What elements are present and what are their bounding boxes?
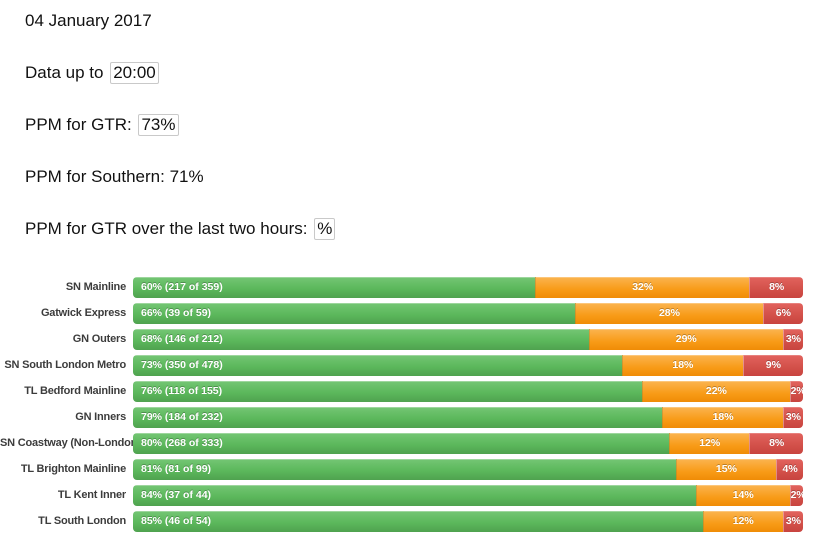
ppm-gtr-label: PPM for GTR: bbox=[25, 115, 132, 134]
chart-row: GN Outers 68% (146 of 212) 29% 3% bbox=[0, 326, 830, 352]
ppm-bar: 60% (217 of 359) 32% 8% bbox=[133, 276, 803, 298]
ppm-segment-orange: 29% bbox=[588, 328, 783, 350]
route-label: Gatwick Express bbox=[40, 307, 126, 319]
ppm-segment-red: 6% bbox=[762, 302, 803, 324]
ppm-bar: 81% (81 of 99) 15% 4% bbox=[133, 458, 803, 480]
ppm-segment-green: 73% (350 of 478) bbox=[133, 354, 623, 376]
ppm-segment-orange: 15% bbox=[675, 458, 777, 480]
ppm-segment-red: 2% bbox=[789, 484, 803, 506]
ppm-segment-orange: 18% bbox=[662, 406, 783, 428]
ppm-segment-green: 84% (37 of 44) bbox=[133, 484, 696, 506]
ppm-segment-orange: 12% bbox=[669, 432, 750, 454]
chart-row: Gatwick Express 66% (39 of 59) 28% 6% bbox=[0, 300, 830, 326]
ppm-segment-green: 68% (146 of 212) bbox=[133, 328, 589, 350]
ppm-segment-red: 3% bbox=[782, 328, 803, 350]
route-label: SN South London Metro bbox=[4, 359, 126, 371]
ppm-segment-red: 8% bbox=[749, 276, 803, 298]
ppm-bar: 73% (350 of 478) 18% 9% bbox=[133, 354, 803, 376]
ppm-segment-red: 4% bbox=[776, 458, 803, 480]
ppm-segment-red: 3% bbox=[782, 510, 803, 532]
data-up-to-label: Data up to bbox=[25, 63, 104, 82]
chart-row: SN Mainline 60% (217 of 359) 32% 8% bbox=[0, 274, 830, 300]
route-label: TL Kent Inner bbox=[57, 489, 126, 501]
ppm-segment-green: 80% (268 of 333) bbox=[133, 432, 669, 454]
ppm-stacked-bar-chart: SN Mainline 60% (217 of 359) 32% 8% Gatwick … bbox=[0, 274, 830, 534]
chart-row: TL Brighton Mainline 81% (81 of 99) 15% 4% bbox=[0, 456, 830, 482]
route-label: SN Coastway (Non-London) bbox=[0, 437, 141, 449]
ppm-segment-orange: 22% bbox=[642, 380, 790, 402]
route-label: GN Outers bbox=[72, 333, 126, 345]
chart-row: TL Bedford Mainline 76% (118 of 155)22%2% bbox=[0, 378, 830, 404]
ppm-two-hours-field[interactable]: % bbox=[314, 218, 336, 240]
ppm-bar: 79% (184 of 232) 18% 3% bbox=[133, 406, 803, 428]
data-up-to-field[interactable]: 20:00 bbox=[110, 62, 159, 84]
ppm-bar: 68% (146 of 212) 29% 3% bbox=[133, 328, 803, 350]
ppm-segment-orange: 32% bbox=[535, 276, 750, 298]
chart-row: TL South London 85% (46 of 54) 12% 3% bbox=[0, 508, 830, 534]
route-label: TL South London bbox=[38, 515, 126, 527]
ppm-segment-orange: 14% bbox=[695, 484, 790, 506]
ppm-bar: 84% (37 of 44)14%2% bbox=[133, 484, 803, 506]
ppm-segment-red: 2% bbox=[789, 380, 803, 402]
data-up-to-line: Data up to 20:00 bbox=[25, 62, 830, 84]
ppm-segment-green: 85% (46 of 54) bbox=[133, 510, 703, 532]
ppm-segment-red: 8% bbox=[749, 432, 803, 454]
ppm-bar: 66% (39 of 59) 28% 6% bbox=[133, 302, 803, 324]
chart-row: SN Coastway (Non-London) 80% (268 of 333)… bbox=[0, 430, 830, 456]
ppm-segment-green: 60% (217 of 359) bbox=[133, 276, 535, 298]
ppm-segment-green: 66% (39 of 59) bbox=[133, 302, 576, 324]
ppm-bar: 80% (268 of 333) 12% 8% bbox=[133, 432, 803, 454]
route-label: GN Inners bbox=[75, 411, 126, 423]
ppm-bar: 76% (118 of 155)22%2% bbox=[133, 380, 803, 402]
report-header: 04 January 2017 Data up to 20:00 PPM for… bbox=[0, 0, 830, 240]
ppm-segment-green: 81% (81 of 99) bbox=[133, 458, 676, 480]
ppm-segment-orange: 12% bbox=[702, 510, 783, 532]
chart-row: TL Kent Inner 84% (37 of 44)14%2% bbox=[0, 482, 830, 508]
route-label: TL Brighton Mainline bbox=[20, 463, 126, 475]
ppm-two-hours-line: PPM for GTR over the last two hours: % bbox=[25, 218, 830, 240]
report-date: 04 January 2017 bbox=[25, 11, 152, 30]
ppm-segment-green: 79% (184 of 232) bbox=[133, 406, 663, 428]
ppm-segment-orange: 18% bbox=[622, 354, 743, 376]
ppm-two-hours-label: PPM for GTR over the last two hours: bbox=[25, 219, 308, 238]
ppm-segment-green: 76% (118 of 155) bbox=[133, 380, 643, 402]
ppm-segment-orange: 28% bbox=[575, 302, 763, 324]
ppm-southern-line: PPM for Southern: 71% bbox=[25, 167, 204, 186]
chart-row: GN Inners 79% (184 of 232) 18% 3% bbox=[0, 404, 830, 430]
ppm-bar: 85% (46 of 54) 12% 3% bbox=[133, 510, 803, 532]
route-label: SN Mainline bbox=[65, 281, 126, 293]
ppm-segment-red: 9% bbox=[742, 354, 803, 376]
ppm-segment-red: 3% bbox=[782, 406, 803, 428]
ppm-gtr-line: PPM for GTR: 73% bbox=[25, 114, 830, 136]
ppm-gtr-field[interactable]: 73% bbox=[138, 114, 179, 136]
chart-row: SN South London Metro 73% (350 of 478) 18%… bbox=[0, 352, 830, 378]
route-label: TL Bedford Mainline bbox=[24, 385, 126, 397]
